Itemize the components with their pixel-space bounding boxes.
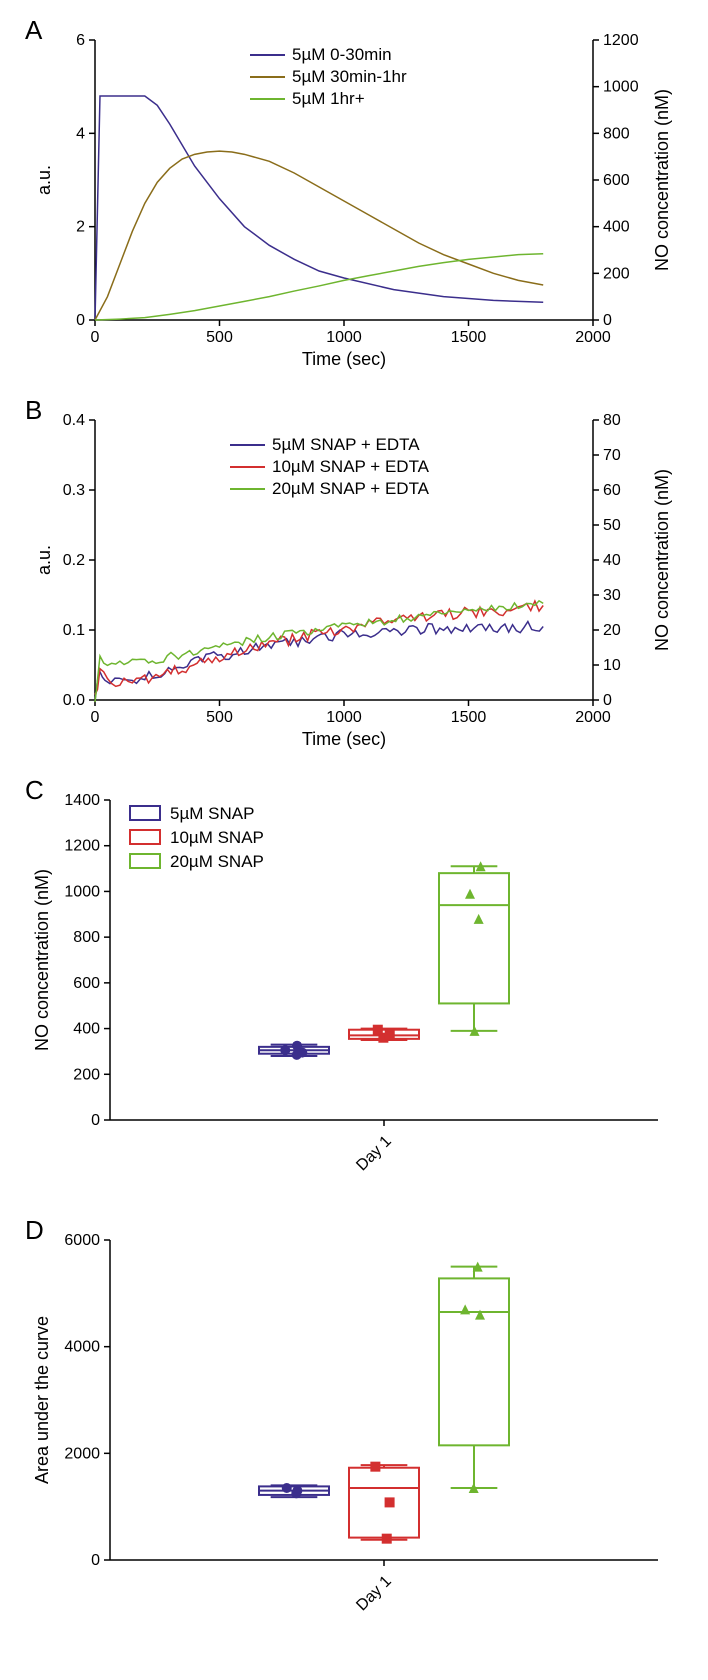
svg-text:0: 0 [91, 1112, 100, 1129]
svg-text:0: 0 [603, 692, 612, 709]
svg-text:200: 200 [73, 1066, 100, 1083]
svg-text:20µM SNAP + EDTA: 20µM SNAP + EDTA [272, 479, 430, 498]
svg-text:Time (sec): Time (sec) [302, 729, 386, 749]
svg-text:500: 500 [206, 329, 233, 346]
svg-text:40: 40 [603, 552, 621, 569]
panel-a-chart: 0500100015002000024602004006008001000120… [20, 20, 688, 380]
svg-text:0.4: 0.4 [63, 412, 85, 429]
svg-text:1500: 1500 [451, 709, 487, 726]
svg-text:6: 6 [76, 32, 85, 49]
panel-c-chart: 0 200 400 600 800 1000 1200 1400 NO concentratio… [20, 780, 688, 1200]
svg-text:1000: 1000 [326, 329, 362, 346]
svg-text:30: 30 [603, 587, 621, 604]
svg-text:60: 60 [603, 482, 621, 499]
svg-text:1200: 1200 [64, 838, 100, 855]
svg-text:NO concentration (nM): NO concentration (nM) [652, 469, 672, 651]
panel-b: B 05001000150020000.00.10.20.30.40102030… [20, 400, 688, 760]
svg-text:0.0: 0.0 [63, 692, 85, 709]
svg-text:0: 0 [603, 312, 612, 329]
svg-text:0.3: 0.3 [63, 482, 85, 499]
svg-text:600: 600 [73, 975, 100, 992]
panel-b-label: B [25, 395, 42, 426]
svg-text:70: 70 [603, 447, 621, 464]
svg-text:NO concentration (nM): NO concentration (nM) [32, 869, 52, 1051]
svg-text:2000: 2000 [575, 329, 611, 346]
svg-text:Area under the curve: Area under the curve [32, 1316, 52, 1484]
panel-c-label: C [25, 775, 44, 806]
svg-text:Day 1: Day 1 [353, 1573, 395, 1615]
svg-text:a.u.: a.u. [34, 165, 54, 195]
svg-text:600: 600 [603, 172, 630, 189]
svg-text:0: 0 [91, 329, 100, 346]
panel-d-chart: 0 2000 4000 6000 Area under the curve Day 1 [20, 1220, 688, 1640]
svg-text:0.1: 0.1 [63, 622, 85, 639]
svg-text:2000: 2000 [64, 1445, 100, 1462]
svg-text:800: 800 [603, 125, 630, 142]
svg-text:80: 80 [603, 412, 621, 429]
svg-text:10: 10 [603, 657, 621, 674]
svg-text:20: 20 [603, 622, 621, 639]
svg-text:0: 0 [91, 709, 100, 726]
svg-text:200: 200 [603, 265, 630, 282]
svg-text:4000: 4000 [64, 1339, 100, 1356]
svg-text:NO concentration (nM): NO concentration (nM) [652, 89, 672, 271]
svg-text:10µM SNAP + EDTA: 10µM SNAP + EDTA [272, 457, 430, 476]
panel-a-label: A [25, 15, 42, 46]
svg-text:5µM SNAP + EDTA: 5µM SNAP + EDTA [272, 435, 420, 454]
svg-text:20µM SNAP: 20µM SNAP [170, 852, 264, 871]
panel-a: A 05001000150020000246020040060080010001… [20, 20, 688, 380]
svg-text:5µM SNAP: 5µM SNAP [170, 804, 254, 823]
panel-d: D 0200040006000Area under the curveDay 1 [20, 1220, 688, 1640]
svg-text:0: 0 [76, 312, 85, 329]
svg-text:500: 500 [206, 709, 233, 726]
svg-text:5µM 0-30min: 5µM 0-30min [292, 45, 392, 64]
svg-text:0: 0 [91, 1552, 100, 1569]
svg-text:400: 400 [603, 219, 630, 236]
svg-text:50: 50 [603, 517, 621, 534]
svg-text:1000: 1000 [603, 79, 639, 96]
svg-text:5µM 1hr+: 5µM 1hr+ [292, 89, 365, 108]
svg-text:1400: 1400 [64, 792, 100, 809]
svg-text:Time (sec): Time (sec) [302, 349, 386, 369]
svg-text:1000: 1000 [64, 883, 100, 900]
svg-text:2: 2 [76, 219, 85, 236]
svg-text:2000: 2000 [575, 709, 611, 726]
svg-text:1200: 1200 [603, 32, 639, 49]
svg-text:1000: 1000 [326, 709, 362, 726]
svg-text:800: 800 [73, 929, 100, 946]
svg-text:Day 1: Day 1 [353, 1133, 395, 1175]
svg-text:6000: 6000 [64, 1232, 100, 1249]
panel-c: C 0200400600800100012001400NO concentrat… [20, 780, 688, 1200]
svg-text:a.u.: a.u. [34, 545, 54, 575]
svg-text:1500: 1500 [451, 329, 487, 346]
panel-d-label: D [25, 1215, 44, 1246]
svg-text:400: 400 [73, 1021, 100, 1038]
svg-text:10µM SNAP: 10µM SNAP [170, 828, 264, 847]
svg-text:5µM 30min-1hr: 5µM 30min-1hr [292, 67, 407, 86]
svg-text:0.2: 0.2 [63, 552, 85, 569]
panel-b-chart: 0 500 1000 1500 2000 0.0 0.1 0.2 0.3 0.4 0 10 20 30 40… [20, 400, 688, 760]
svg-text:4: 4 [76, 125, 85, 142]
